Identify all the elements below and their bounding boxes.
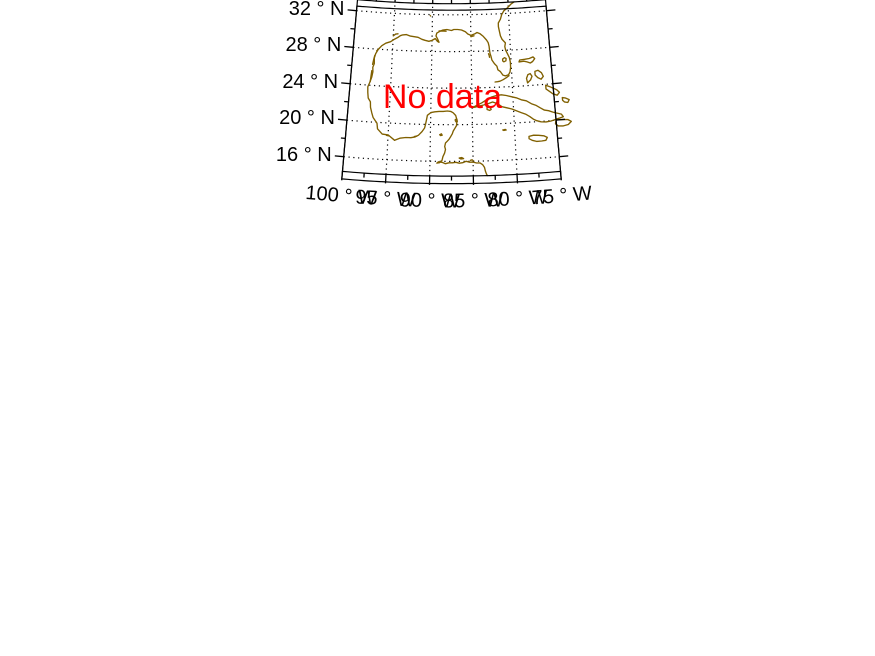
lat-tick-label: 32 ° N — [288, 0, 345, 20]
map-frame — [334, 0, 569, 185]
graticule-grid — [343, 2, 560, 176]
lat-tick-label: 28 ° N — [285, 34, 342, 57]
lat-tick-label: 20 ° N — [279, 107, 335, 130]
lat-tick-label: 16 ° N — [275, 143, 332, 166]
no-data-annotation: No data — [382, 77, 503, 116]
lat-tick-label: 24 ° N — [282, 70, 339, 93]
coastline-layer — [367, 1, 572, 177]
